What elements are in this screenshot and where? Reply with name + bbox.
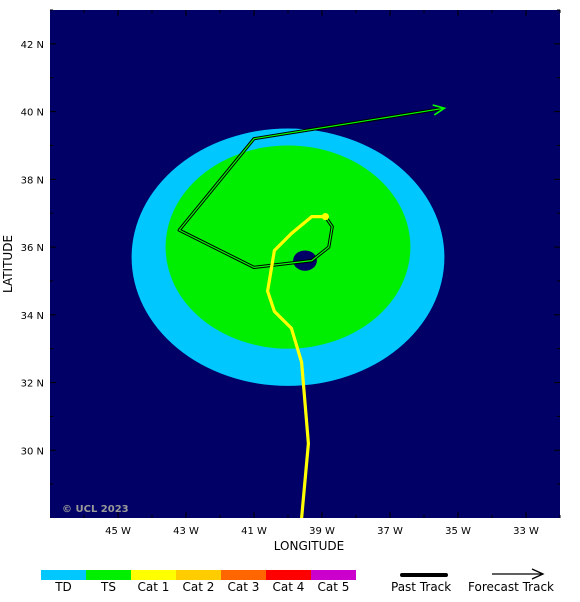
x-tick-label: 45 W — [105, 526, 131, 537]
x-tick-label: 39 W — [309, 526, 335, 537]
forecast-track-label: Forecast Track — [468, 580, 554, 594]
scale-swatch — [86, 570, 131, 580]
scale-label: Cat 3 — [227, 580, 260, 594]
y-tick-label: 40 N — [21, 108, 44, 119]
x-tick-label: 41 W — [241, 526, 267, 537]
x-tick-label: 43 W — [173, 526, 199, 537]
scale-swatch — [221, 570, 266, 580]
forecast-track-arrow-icon — [492, 568, 545, 580]
y-tick-label: 34 N — [21, 311, 44, 322]
current-position-marker — [321, 212, 329, 221]
scale-swatch — [131, 570, 176, 580]
y-tick-label: 36 N — [21, 243, 44, 254]
x-tick-label: 35 W — [445, 526, 471, 537]
legend: TD TS Cat 1 Cat 2 Cat 3 Cat 4 Cat 5 Past Track… — [0, 562, 580, 602]
x-axis-title: LONGITUDE — [274, 539, 344, 553]
y-tick-label: 38 N — [21, 175, 44, 186]
y-tick-label: 42 N — [21, 40, 44, 51]
y-axis-title: LATITUDE — [1, 235, 15, 293]
scale-label: Cat 4 — [272, 580, 305, 594]
y-tick-label: 30 N — [21, 446, 44, 457]
storm-track-map: 45 W 43 W 41 W 39 W 37 W 35 W 33 W 42 N 40 N 38 N… — [1, 9, 561, 553]
x-tick-label: 37 W — [377, 526, 403, 537]
scale-label: Cat 2 — [182, 580, 215, 594]
scale-swatch — [311, 570, 356, 580]
x-tick-label: 33 W — [513, 526, 539, 537]
y-tick-label: 32 N — [21, 379, 44, 390]
scale-swatch — [176, 570, 221, 580]
scale-label: Cat 5 — [317, 580, 350, 594]
past-track-line — [266, 215, 327, 518]
scale-swatch — [266, 570, 311, 580]
past-track-label: Past Track — [391, 580, 452, 594]
scale-label: TD — [55, 580, 72, 594]
scale-label: TS — [101, 580, 116, 594]
forecast-track-line — [178, 107, 445, 268]
scale-swatch — [41, 570, 86, 580]
credit-text: © UCL 2023 — [62, 504, 129, 515]
scale-label: Cat 1 — [137, 580, 170, 594]
forecast-arrow-head-icon — [432, 104, 447, 116]
ts-wind-area — [165, 145, 411, 349]
past-track-swatch — [400, 573, 448, 577]
